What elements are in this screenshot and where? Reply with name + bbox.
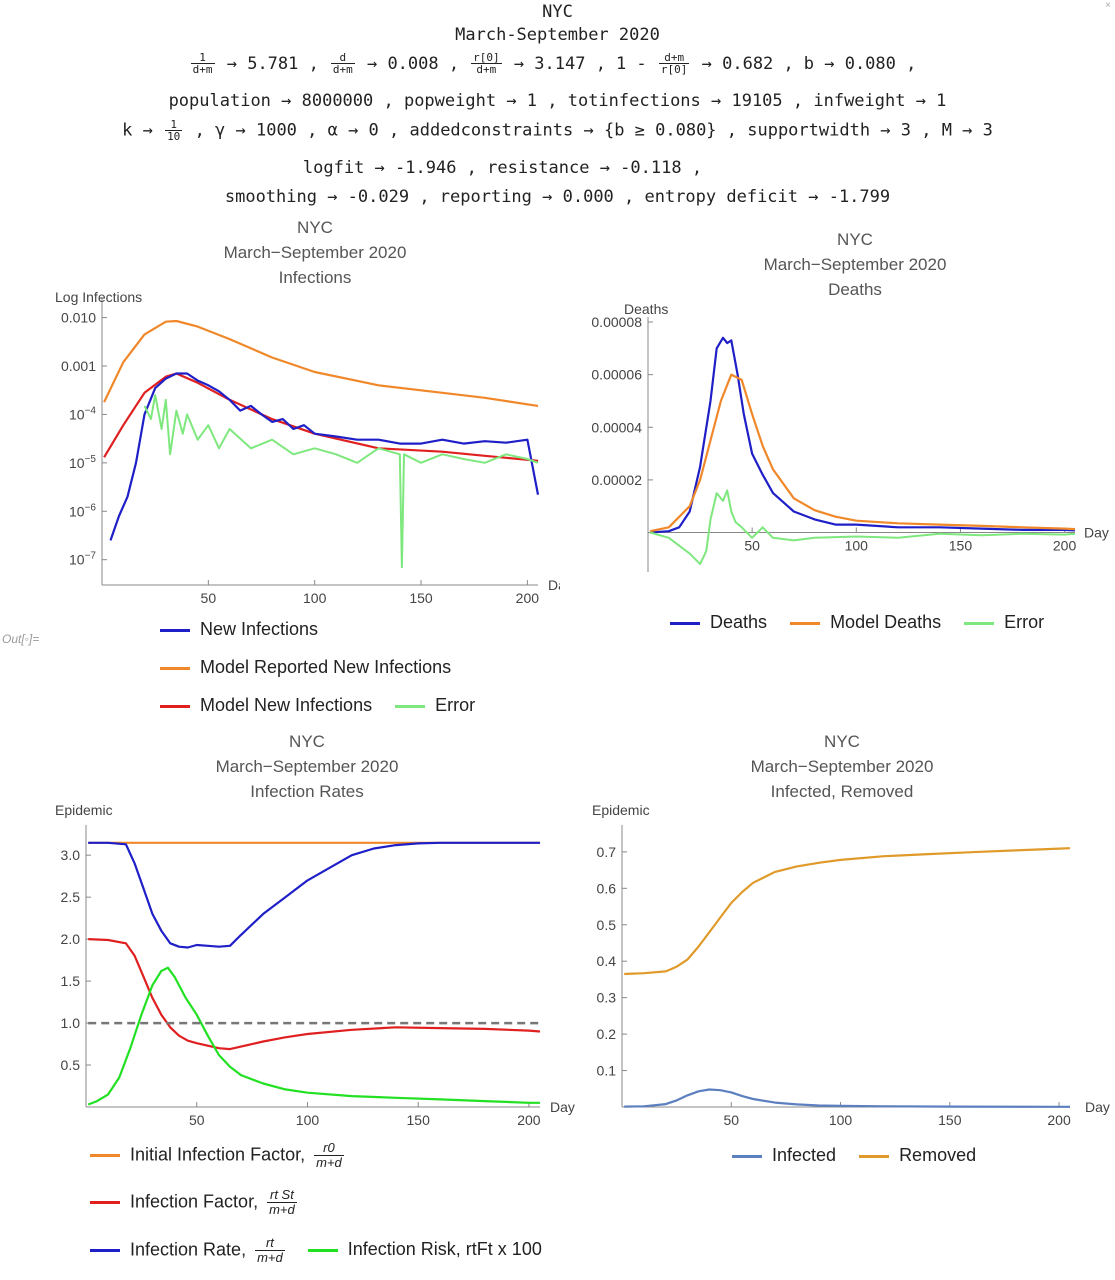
deaths-x-tick-label-0: 50 — [744, 538, 760, 554]
infections-y-tick-label-3: 10−5 — [69, 454, 96, 471]
param-term-0: 1 d+m → 5.781 , — [190, 51, 319, 76]
removed-x-label: Day — [1085, 1099, 1110, 1115]
header-params-line3: k → 1 10 , γ → 1000 , α → 0 , addedconstr… — [0, 119, 1115, 142]
rates-y-tick-label-1: 1.0 — [61, 1015, 81, 1031]
rates-series-infection-risk — [87, 966, 540, 1106]
param-line3-rest: , γ → 1000 , α → 0 , addedconstraints → … — [194, 120, 993, 141]
removed-y-tick-label-0: 0.1 — [597, 1063, 617, 1079]
rates-legend-initial: Initial Infection Factor, r0 m+d — [90, 1141, 344, 1170]
deaths-title: NYC March−September 2020 Deaths — [763, 230, 947, 299]
infections-y-tick-label-0: 0.010 — [61, 310, 96, 326]
rates-y-tick-label-0: 0.5 — [61, 1057, 81, 1073]
removed-y-tick-label-1: 0.2 — [597, 1026, 617, 1042]
removed-x-tick-label-2: 150 — [938, 1112, 962, 1128]
removed-x-tick-label-1: 100 — [829, 1112, 853, 1128]
removed-title: NYC March−September 2020 Infected, Removed — [750, 732, 934, 801]
cell-close-icon[interactable]: × — [1105, 0, 1111, 11]
removed-y-tick-label-6: 0.7 — [597, 844, 617, 860]
removed-series-infected — [624, 1088, 1070, 1108]
infections-legend-new: New Infections — [160, 619, 318, 640]
deaths-x-tick-label-3: 200 — [1053, 538, 1077, 554]
infections-series-new-infections — [109, 372, 540, 541]
infections-y-tick-label-4: 10−6 — [69, 502, 96, 519]
rates-x-label: Day — [550, 1099, 575, 1115]
deaths-x-tick-label-2: 150 — [949, 538, 973, 554]
deaths-series-deaths — [650, 336, 1076, 534]
rates-y-tick-label-2: 1.5 — [61, 973, 81, 989]
rates-series-infection-factor — [88, 938, 541, 1051]
params-line1: 1 d+m → 5.781 , d d+m → 0.008 , r[0] d+m → 3.… — [189, 51, 927, 76]
rates-title: NYC March−September 2020 Infection Rates — [215, 732, 399, 801]
infections-y-tick-label-1: 0.001 — [61, 358, 96, 374]
header-params-line4: logfit → -1.946 , resistance → -0.118 , — [302, 158, 703, 178]
deaths-series-error — [649, 489, 1076, 566]
param-term-4: b → 0.080 , — [803, 53, 917, 74]
removed-y-tick-label-4: 0.5 — [597, 917, 617, 933]
infections-legend-model-reported: Model Reported New Infections — [160, 657, 451, 678]
deaths-chart: Deaths Day 50 100 150 200 0.00008 0.00006 0.0000… — [591, 301, 1109, 572]
infections-series-model-reported-new-infections — [103, 319, 539, 407]
infections-y-tick-label-5: 10−7 — [69, 551, 96, 568]
rates-y-label: Epidemic — [55, 802, 113, 818]
infections-chart: Log Infections Day 50 100 150 200 0.010 0.001 10… — [55, 289, 560, 606]
infections-x-tick-label-2: 150 — [409, 590, 433, 606]
removed-chart: Epidemic Day 50 100 150 200 0.1 0.2 0.3 0.4 0.5 0.6… — [592, 802, 1110, 1128]
removed-y-tick-label-5: 0.6 — [597, 880, 617, 896]
deaths-y-tick-label-3: 0.00002 — [591, 472, 642, 488]
param-k-label: k → — [122, 120, 153, 141]
removed-y-label: Epidemic — [592, 802, 650, 818]
removed-y-tick-label-2: 0.3 — [597, 990, 617, 1006]
rates-legend-factor: Infection Factor, rt St m+d — [90, 1188, 297, 1217]
deaths-x-tick-label-1: 100 — [845, 538, 869, 554]
rates-x-tick-label-2: 150 — [407, 1112, 431, 1128]
rates-y-tick-label-3: 2.0 — [61, 931, 81, 947]
rates-x-tick-label-3: 200 — [517, 1112, 541, 1128]
removed-x-tick-label-0: 50 — [723, 1112, 739, 1128]
infections-legend-model-error: Model New Infections Error — [160, 695, 493, 716]
deaths-y-tick-label-1: 0.00006 — [591, 367, 642, 383]
rates-y-tick-label-5: 3.0 — [61, 847, 81, 863]
removed-legend: Infected Removed — [732, 1145, 994, 1166]
param-term-3: 1 - d+m r[0] → 0.682 , — [615, 51, 794, 76]
infections-series-error — [143, 394, 539, 569]
removed-series-removed — [624, 847, 1071, 976]
deaths-x-label: Day — [1084, 525, 1109, 541]
deaths-y-tick-label-0: 0.00008 — [591, 314, 642, 330]
rates-chart: Epidemic Day 50 100 150 200 0.5 1.0 1.5 2.0 2.5 3.0 — [55, 802, 575, 1128]
rates-series-infection-rate — [88, 841, 540, 949]
header-params-line1: 1 d+m → 5.781 , d d+m → 0.008 , r[0] d+m → 3.… — [0, 52, 1115, 75]
infections-title: NYC March−September 2020 Infections — [223, 218, 407, 287]
param-term-2: r[0] d+m → 3.147 , — [471, 51, 606, 76]
infections-y-label: Log Infections — [55, 289, 142, 305]
header-params-line2: population → 8000000 , popweight → 1 , t… — [168, 91, 947, 111]
infections-x-tick-label-3: 200 — [516, 590, 540, 606]
param-term-1: d d+m → 0.008 , — [330, 51, 460, 76]
rates-legend-rate-risk: Infection Rate, rt m+d Infection Risk, rt… — [90, 1236, 560, 1265]
infections-x-tick-label-1: 100 — [303, 590, 327, 606]
rates-y-tick-label-4: 2.5 — [61, 889, 81, 905]
out-label: Out[◦]= — [2, 632, 40, 646]
header-params-line5: smoothing → -0.029 , reporting → 0.000 ,… — [224, 187, 891, 207]
deaths-series-model-deaths — [649, 373, 1076, 533]
infections-x-label: Day — [548, 577, 560, 593]
infections-x-tick-label-0: 50 — [201, 590, 217, 606]
header-subtitle: March-September 2020 — [455, 25, 660, 45]
rates-x-tick-label-1: 100 — [296, 1112, 320, 1128]
param-k-fraction: 1 10 — [165, 118, 183, 143]
removed-x-tick-label-3: 200 — [1047, 1112, 1071, 1128]
deaths-y-label: Deaths — [624, 301, 668, 317]
infections-y-tick-label-2: 10−4 — [69, 405, 96, 422]
header-title: NYC — [542, 2, 573, 22]
rates-x-tick-label-0: 50 — [189, 1112, 205, 1128]
deaths-legend: Deaths Model Deaths Error — [670, 612, 1062, 633]
deaths-y-tick-label-2: 0.00004 — [591, 419, 642, 435]
removed-y-tick-label-3: 0.4 — [597, 953, 617, 969]
